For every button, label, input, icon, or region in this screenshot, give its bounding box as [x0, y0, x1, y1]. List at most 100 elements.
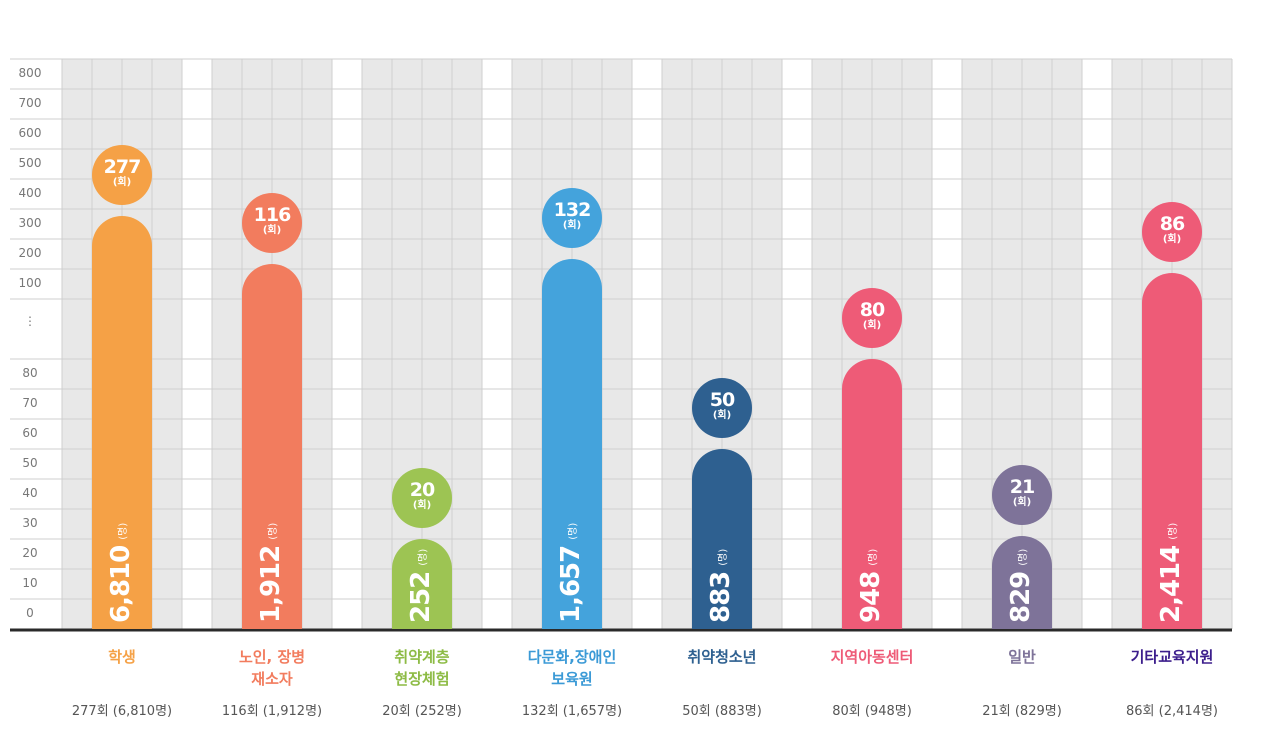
category-label: 일반 [947, 646, 1097, 668]
count-value: 21 [1009, 476, 1035, 498]
category-summary: 50회 (883명) [682, 704, 762, 719]
people-unit: (명) [1017, 548, 1029, 566]
count-value: 80 [859, 299, 885, 321]
count-unit: (회) [1012, 497, 1032, 508]
count-unit: (회) [562, 220, 582, 232]
category-label: 기타교육지원 [1097, 646, 1247, 668]
y-tick-label: 300 [18, 216, 42, 230]
category-label-line: 학생 [108, 648, 136, 666]
people-count-label: 1,912 (명) [256, 523, 286, 623]
count-unit: (회) [262, 225, 282, 237]
y-tick-label: 0 [26, 606, 34, 620]
people-unit: (명) [1167, 522, 1179, 540]
count-unit: (회) [862, 320, 882, 331]
category-label-line: 다문화,장애인 [527, 648, 617, 666]
category-summary: 80회 (948명) [832, 704, 912, 719]
people-count-label: 829 (명) [1006, 549, 1036, 623]
people-count-label: 883 (명) [706, 549, 736, 623]
y-tick-label: 10 [22, 576, 38, 590]
count-value: 86 [1159, 213, 1185, 236]
y-tick-label: 80 [22, 366, 38, 380]
y-tick-label: 400 [18, 186, 42, 200]
people-unit: (명) [117, 522, 129, 540]
category-label-line: 노인, 장병 [238, 648, 306, 666]
y-tick-label: 100 [18, 276, 42, 290]
count-unit: (회) [112, 176, 132, 188]
category-label: 취약청소년 [647, 646, 797, 668]
count-bubble: 277 (회) [92, 144, 152, 205]
people-unit: (명) [267, 522, 279, 540]
y-tick-label: 800 [18, 66, 42, 80]
y-tick-label: 50 [22, 456, 38, 470]
people-count-label: 6,810 (명) [106, 523, 136, 623]
category-label-line: 지역아동센터 [830, 648, 914, 666]
bar: 2,414 (명) [1142, 273, 1202, 629]
people-value: 1,912 [256, 545, 286, 623]
category-summary: 116회 (1,912명) [221, 704, 323, 719]
y-tick-label: 30 [22, 516, 38, 530]
count-bubble: 86 (회) [1142, 202, 1202, 263]
people-count-label: 1,657 (명) [556, 523, 586, 623]
bar: 252 (명) [392, 539, 452, 629]
people-unit: (명) [417, 548, 429, 566]
count-unit: (회) [712, 410, 732, 421]
category-summary: 86회 (2,414명) [1126, 704, 1218, 719]
category-label: 학생 [47, 646, 197, 668]
count-value: 20 [409, 479, 435, 501]
people-value: 829 [1006, 571, 1036, 623]
y-tick-label: 70 [22, 396, 38, 410]
bar: 1,912 (명) [242, 264, 302, 629]
category-label-line: 기타교육지원 [1130, 648, 1214, 666]
people-count-label: 2,414 (명) [1156, 523, 1186, 623]
category-summary: 132회 (1,657명) [521, 704, 623, 719]
category-summary: 277회 (6,810명) [71, 704, 173, 719]
people-value: 948 [856, 571, 886, 623]
y-tick-label: 60 [22, 426, 38, 440]
count-bubble: 20 (회) [392, 468, 452, 528]
y-tick-label: 200 [18, 246, 42, 260]
category-label: 노인, 장병 재소자 [197, 646, 347, 690]
y-tick-label: 600 [18, 126, 42, 140]
count-bubble: 21 (회) [992, 465, 1052, 525]
people-count-label: 948 (명) [856, 549, 886, 623]
category-label-line: 보육원 [551, 670, 593, 688]
category-summary: 21회 (829명) [982, 704, 1062, 719]
count-bubble: 116 (회) [242, 193, 302, 254]
count-value: 277 [103, 155, 142, 178]
bar: 1,657 (명) [542, 259, 602, 629]
category-label-line: 취약청소년 [687, 648, 757, 666]
people-unit: (명) [567, 522, 579, 540]
category-label-line: 현장체험 [394, 670, 450, 688]
count-bubble: 80 (회) [842, 288, 902, 348]
people-value: 2,414 [1156, 545, 1186, 623]
count-value: 132 [553, 199, 592, 222]
count-unit: (회) [412, 500, 432, 511]
category-label-line: 취약계층 [394, 648, 450, 666]
people-value: 883 [706, 571, 736, 623]
bar: 948 (명) [842, 359, 902, 629]
y-tick-label: 40 [22, 486, 38, 500]
count-value: 116 [253, 204, 292, 227]
people-value: 1,657 [556, 545, 586, 623]
bar: 6,810 (명) [92, 215, 152, 629]
y-tick-label: 500 [18, 156, 42, 170]
category-label-line: 일반 [1008, 648, 1036, 666]
count-value: 50 [709, 389, 735, 411]
y-axis-break: ⋮ [24, 314, 36, 328]
count-bubble: 50 (회) [692, 378, 752, 438]
count-bubble: 132 (회) [542, 188, 602, 249]
people-unit: (명) [867, 548, 879, 566]
y-tick-label: 700 [18, 96, 42, 110]
people-count-label: 252 (명) [406, 549, 436, 623]
category-label: 지역아동센터 [797, 646, 947, 668]
people-value: 6,810 [106, 545, 136, 623]
bar: 829 (명) [992, 536, 1052, 629]
people-value: 252 [406, 571, 436, 623]
people-unit: (명) [717, 548, 729, 566]
y-tick-label: 20 [22, 546, 38, 560]
count-unit: (회) [1162, 234, 1182, 246]
